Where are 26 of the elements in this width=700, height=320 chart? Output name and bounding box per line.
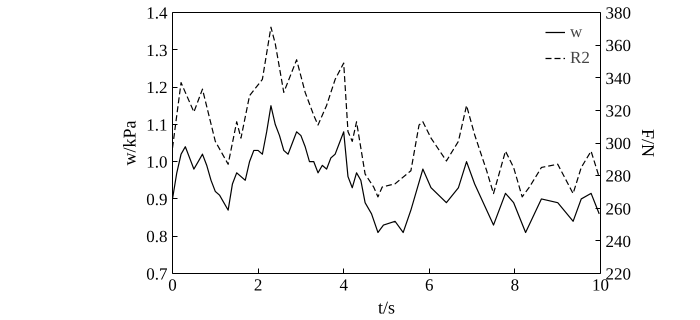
y-tick-label: 0.7 <box>146 264 168 284</box>
y2-tick-label: 340 <box>606 68 631 88</box>
x-tick-label: 8 <box>510 276 520 294</box>
x-tick-label: 0 <box>168 276 177 294</box>
y2-tick-label: 240 <box>606 232 631 251</box>
y-tick-label: 0.9 <box>146 190 168 209</box>
x-tick-label: 4 <box>339 276 348 294</box>
y-tick-label: 1.4 <box>146 4 168 22</box>
y2-tick-label: 260 <box>606 199 631 218</box>
y2-tick-label: 360 <box>606 36 631 56</box>
y-tick-label: 1.3 <box>146 40 168 60</box>
y2-tick-label: 380 <box>606 4 631 22</box>
y-tick-label: 0.8 <box>146 227 168 246</box>
y-axis-title: w/kPa <box>119 120 140 166</box>
y-tick-label: 1.1 <box>146 115 168 134</box>
x-tick-label: 6 <box>425 276 434 294</box>
x-tick-label: 2 <box>254 276 262 294</box>
y2-tick-label: 280 <box>606 166 631 186</box>
y2-tick-label: 320 <box>606 101 631 120</box>
y-tick-label: 1.2 <box>146 78 168 98</box>
y2-axis-title: F/N <box>638 128 658 158</box>
legend-label: w <box>570 22 584 42</box>
y2-tick-label: 300 <box>606 134 631 153</box>
legend-label: R2 <box>570 48 590 68</box>
y-tick-label: 1.0 <box>146 152 168 172</box>
x-axis-title: t/s <box>378 298 396 318</box>
